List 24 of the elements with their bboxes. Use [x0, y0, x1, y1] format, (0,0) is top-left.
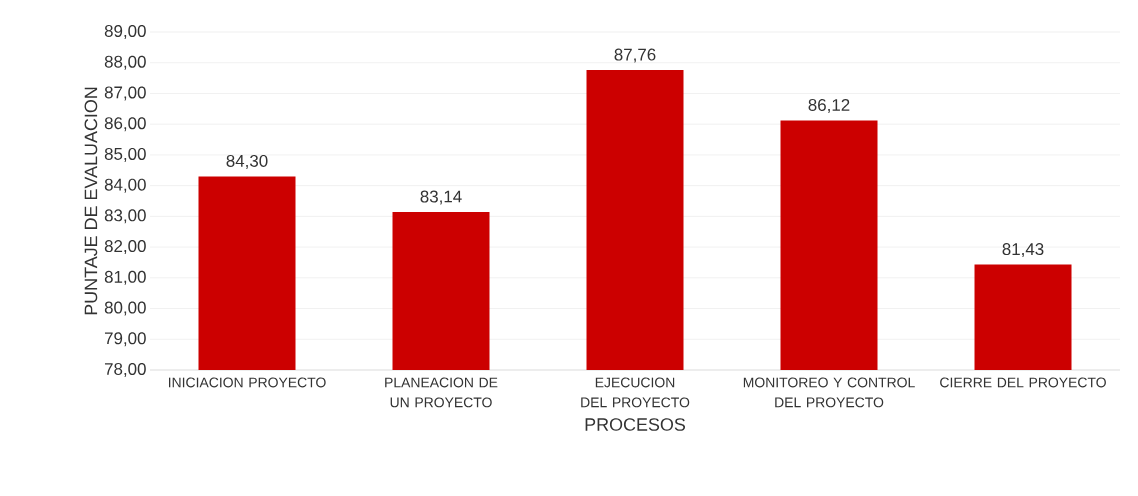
data-label: 84,30 [226, 154, 268, 169]
y-tick-label: 79,00 [104, 332, 146, 347]
data-label: 86,12 [808, 98, 850, 113]
y-tick-label: 83,00 [104, 209, 146, 224]
y-tick-label: 85,00 [104, 147, 146, 162]
y-tick-label: 82,00 [104, 240, 146, 255]
x-tick-label: EJECUCION DEL PROYECTO [581, 377, 690, 408]
x-tick-label: PLANEACION DE UN PROYECTO [385, 377, 498, 408]
y-tick-label: 78,00 [104, 363, 146, 377]
data-label: 83,14 [420, 190, 462, 205]
x-axis-title: PROCESOS [585, 418, 686, 431]
y-axis-title: PUNTAJE DE EVALUACION [84, 87, 98, 315]
y-tick-label: 88,00 [104, 55, 146, 70]
y-tick-label: 81,00 [104, 270, 146, 285]
x-tick-label: CIERRE DEL PROYECTO [940, 377, 1106, 388]
x-tick-label: INICIACION PROYECTO [168, 377, 326, 388]
y-tick-label: 80,00 [104, 301, 146, 316]
x-tick-label: MONITOREO Y CONTROL DEL PROYECTO [743, 377, 915, 408]
data-label: 81,43 [1002, 243, 1044, 258]
y-tick-label: 87,00 [104, 86, 146, 101]
y-tick-label: 89,00 [104, 25, 146, 39]
data-label: 87,76 [614, 48, 656, 63]
y-tick-label: 86,00 [104, 117, 146, 132]
y-tick-label: 84,00 [104, 178, 146, 193]
